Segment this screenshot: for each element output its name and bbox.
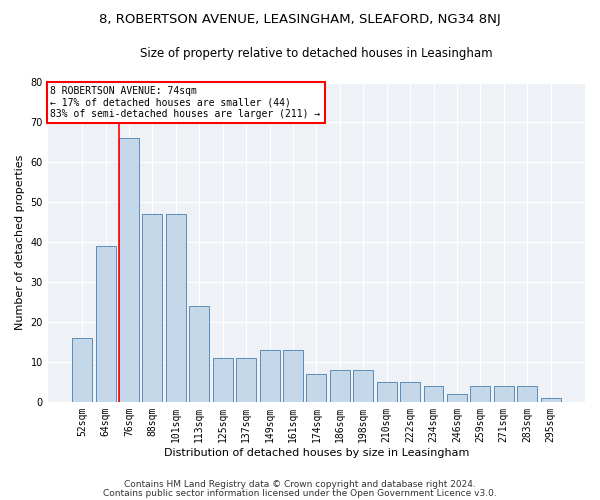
Bar	[95, 246, 116, 402]
Text: Contains public sector information licensed under the Open Government Licence v3: Contains public sector information licen…	[103, 488, 497, 498]
Y-axis label: Number of detached properties: Number of detached properties	[15, 154, 25, 330]
Bar	[517, 386, 537, 402]
Text: 8, ROBERTSON AVENUE, LEASINGHAM, SLEAFORD, NG34 8NJ: 8, ROBERTSON AVENUE, LEASINGHAM, SLEAFOR…	[99, 12, 501, 26]
Bar	[72, 338, 92, 402]
Bar	[307, 374, 326, 402]
Bar	[353, 370, 373, 402]
Text: 8 ROBERTSON AVENUE: 74sqm
← 17% of detached houses are smaller (44)
83% of semi-: 8 ROBERTSON AVENUE: 74sqm ← 17% of detac…	[50, 86, 321, 119]
Bar	[424, 386, 443, 402]
X-axis label: Distribution of detached houses by size in Leasingham: Distribution of detached houses by size …	[164, 448, 469, 458]
Bar	[447, 394, 467, 402]
Bar	[494, 386, 514, 402]
Bar	[213, 358, 233, 402]
Bar	[190, 306, 209, 402]
Text: Contains HM Land Registry data © Crown copyright and database right 2024.: Contains HM Land Registry data © Crown c…	[124, 480, 476, 489]
Bar	[470, 386, 490, 402]
Title: Size of property relative to detached houses in Leasingham: Size of property relative to detached ho…	[140, 48, 493, 60]
Bar	[119, 138, 139, 402]
Bar	[283, 350, 303, 402]
Bar	[236, 358, 256, 402]
Bar	[377, 382, 397, 402]
Bar	[330, 370, 350, 402]
Bar	[541, 398, 560, 402]
Bar	[166, 214, 186, 402]
Bar	[400, 382, 420, 402]
Bar	[142, 214, 163, 402]
Bar	[260, 350, 280, 402]
